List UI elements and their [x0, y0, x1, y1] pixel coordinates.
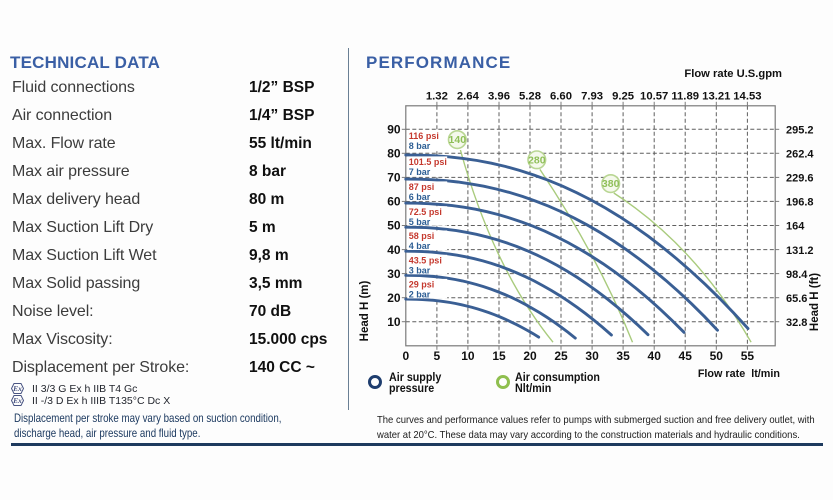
svg-text:25: 25 — [554, 349, 568, 363]
svg-text:40: 40 — [648, 349, 662, 363]
svg-text:32.8: 32.8 — [786, 317, 807, 329]
svg-text:8 bar: 8 bar — [409, 141, 431, 151]
svg-text:295.2: 295.2 — [786, 125, 814, 137]
svg-text:2 bar: 2 bar — [409, 290, 431, 300]
svg-text:20: 20 — [387, 291, 401, 305]
svg-text:Ex: Ex — [12, 384, 22, 393]
svg-text:60: 60 — [387, 195, 401, 209]
svg-text:196.8: 196.8 — [786, 197, 814, 209]
svg-text:5: 5 — [434, 349, 441, 363]
svg-text:Ex: Ex — [12, 396, 22, 405]
svg-text:5.28: 5.28 — [519, 91, 541, 103]
svg-text:1.32: 1.32 — [426, 91, 448, 103]
svg-text:10: 10 — [387, 315, 401, 329]
svg-text:116 psi: 116 psi — [409, 131, 439, 141]
svg-text:0: 0 — [402, 349, 409, 363]
svg-text:131.2: 131.2 — [786, 245, 814, 257]
svg-text:43.5 psi: 43.5 psi — [409, 256, 442, 266]
svg-text:2.64: 2.64 — [457, 91, 480, 103]
svg-text:380: 380 — [602, 178, 620, 190]
svg-text:65.6: 65.6 — [786, 293, 807, 305]
svg-text:5 bar: 5 bar — [409, 217, 431, 227]
svg-text:45: 45 — [679, 349, 693, 363]
svg-text:11.89: 11.89 — [671, 91, 699, 103]
svg-text:55: 55 — [741, 349, 755, 363]
svg-text:29 psi: 29 psi — [409, 280, 435, 290]
svg-text:87 psi: 87 psi — [409, 182, 435, 192]
svg-text:58 psi: 58 psi — [409, 231, 435, 241]
svg-text:50: 50 — [710, 349, 724, 363]
svg-text:80: 80 — [387, 147, 401, 161]
svg-text:50: 50 — [387, 219, 401, 233]
svg-text:13.21: 13.21 — [702, 91, 730, 103]
svg-text:Head H (ft): Head H (ft) — [809, 273, 821, 331]
svg-text:40: 40 — [387, 243, 401, 257]
svg-text:Head H (m): Head H (m) — [359, 280, 371, 341]
svg-text:7.93: 7.93 — [581, 91, 603, 103]
svg-text:98.4: 98.4 — [786, 269, 808, 281]
svg-text:20: 20 — [523, 349, 537, 363]
svg-text:10: 10 — [461, 349, 475, 363]
svg-text:101.5 psi: 101.5 psi — [409, 157, 447, 167]
svg-text:14.53: 14.53 — [733, 91, 761, 103]
svg-text:7 bar: 7 bar — [409, 167, 431, 177]
svg-text:164: 164 — [786, 221, 805, 233]
svg-text:4 bar: 4 bar — [409, 241, 431, 251]
svg-text:90: 90 — [387, 123, 401, 137]
svg-text:72.5 psi: 72.5 psi — [409, 207, 442, 217]
svg-text:6.60: 6.60 — [550, 91, 572, 103]
svg-text:35: 35 — [616, 349, 630, 363]
svg-text:3 bar: 3 bar — [409, 266, 431, 276]
svg-text:262.4: 262.4 — [786, 149, 814, 161]
svg-text:10.57: 10.57 — [640, 91, 668, 103]
svg-text:30: 30 — [387, 267, 401, 281]
svg-text:70: 70 — [387, 171, 401, 185]
svg-text:15: 15 — [492, 349, 506, 363]
svg-text:140: 140 — [449, 134, 467, 146]
svg-text:280: 280 — [528, 154, 546, 166]
svg-text:30: 30 — [585, 349, 599, 363]
svg-text:3.96: 3.96 — [488, 91, 510, 103]
svg-text:9.25: 9.25 — [612, 91, 634, 103]
svg-text:6 bar: 6 bar — [409, 192, 431, 202]
svg-text:229.6: 229.6 — [786, 173, 814, 185]
